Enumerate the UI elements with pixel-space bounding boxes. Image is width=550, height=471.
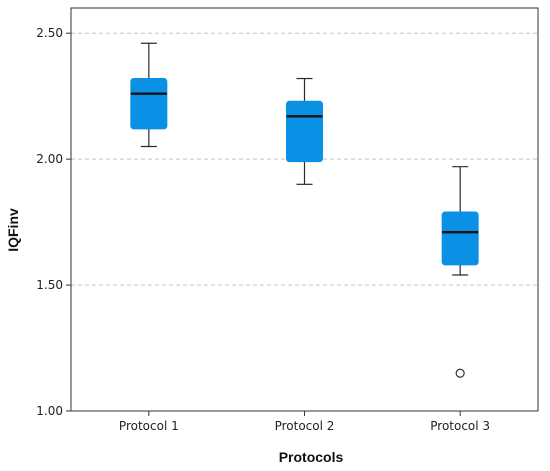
box-1: [130, 42, 168, 148]
y-tick-label: 1.00: [36, 404, 63, 418]
plot-frame: [70, 7, 539, 412]
y-tick-label: 1.50: [36, 278, 63, 292]
x-tick-label: Protocol 3: [430, 419, 490, 433]
x-tick-label: Protocol 2: [275, 419, 335, 433]
y-tick-label: 2.00: [36, 152, 63, 166]
y-axis-title: IQFinv: [5, 208, 21, 252]
box-2: [286, 77, 323, 185]
x-tick-label: Protocol 1: [119, 419, 179, 433]
interquartile-box: [130, 78, 168, 130]
x-axis-ticks: Protocol 1 Protocol 2 Protocol 3: [119, 411, 490, 433]
y-tick-label: 2.50: [36, 26, 63, 40]
box-3: [441, 166, 479, 378]
y-axis-ticks: 1.00 1.50 2.00 2.50: [36, 26, 71, 418]
interquartile-box: [286, 100, 323, 163]
box-series: [130, 42, 479, 378]
x-axis-title: Protocols: [279, 449, 344, 465]
outlier-point: [455, 368, 465, 378]
interquartile-box: [441, 211, 479, 266]
